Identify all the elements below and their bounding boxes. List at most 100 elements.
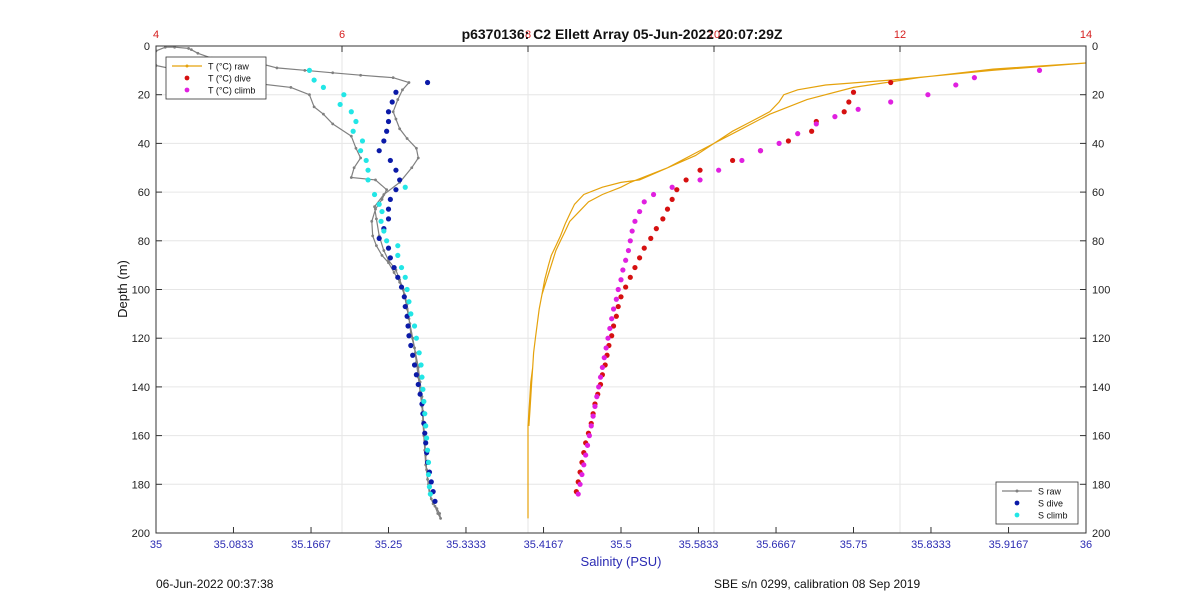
data-point — [653, 226, 659, 232]
data-point — [376, 201, 382, 207]
data-point — [359, 73, 362, 77]
data-point — [349, 176, 353, 179]
x-top-tick-label: 10 — [708, 29, 720, 41]
x-bottom-tick-label: 35.9167 — [989, 539, 1029, 551]
footer-calibration: SBE s/n 0299, calibration 08 Sep 2019 — [714, 577, 920, 591]
data-point — [416, 350, 422, 356]
data-point — [888, 79, 894, 86]
data-point — [395, 274, 401, 280]
data-point — [371, 234, 375, 238]
data-point — [610, 323, 617, 329]
data-point — [423, 423, 429, 429]
data-point — [404, 286, 410, 293]
data-point — [173, 46, 176, 49]
data-point — [432, 498, 438, 504]
axes: 35 35.0833 35.1667 35.25 35.3333 35.4167 35.5 3… — [132, 29, 1111, 551]
y-tick-label-right: 20 — [1092, 90, 1104, 102]
data-point — [426, 484, 433, 490]
data-point — [401, 88, 404, 92]
data-point — [275, 66, 279, 70]
data-point — [376, 235, 382, 241]
legend-entry-label: T (°C) climb — [208, 86, 255, 96]
data-point — [385, 188, 389, 192]
data-point — [435, 507, 439, 511]
x-bottom-tick-label: 35.1667 — [291, 539, 331, 551]
data-point — [418, 362, 424, 368]
x-top-tick-label: 8 — [525, 29, 531, 41]
data-point — [385, 118, 392, 125]
data-point — [196, 51, 200, 55]
data-point — [579, 471, 585, 478]
data-point — [599, 364, 606, 371]
data-point — [583, 452, 589, 458]
data-point — [609, 333, 615, 339]
data-point — [308, 93, 311, 97]
data-point — [664, 206, 671, 212]
grid — [156, 46, 1086, 533]
data-point — [427, 491, 433, 497]
data-point — [365, 167, 371, 173]
data-point — [416, 156, 420, 160]
data-point — [414, 351, 417, 355]
x-top-tick-label: 4 — [153, 29, 159, 41]
x-bottom-tick-label: 35.6667 — [756, 539, 796, 551]
data-point — [971, 75, 978, 81]
data-point — [610, 306, 617, 312]
data-point — [408, 342, 414, 349]
legend-temperature: T (°C) raw T (°C) dive T (°C) climb — [165, 56, 267, 100]
data-point — [415, 381, 421, 388]
data-point — [398, 264, 405, 271]
y-tick-label-right: 180 — [1092, 479, 1110, 491]
data-point — [419, 374, 425, 380]
data-point — [637, 255, 643, 261]
x-bottom-tick-label: 36 — [1080, 539, 1092, 551]
data-point — [187, 47, 190, 50]
data-point — [641, 245, 647, 251]
data-point — [393, 187, 399, 193]
data-point — [391, 264, 397, 271]
x-bottom-tick-label: 35.25 — [375, 539, 403, 551]
data-point — [385, 109, 392, 115]
y-tick-label-right: 60 — [1092, 187, 1104, 199]
data-point — [371, 191, 378, 198]
y-tick-label-left: 200 — [132, 528, 150, 540]
y-tick-label-right: 120 — [1092, 333, 1110, 345]
footer-timestamp: 06-Jun-2022 00:37:38 — [156, 577, 274, 591]
data-point — [384, 238, 390, 244]
data-point — [425, 471, 432, 478]
data-point — [953, 82, 959, 88]
series-t-c-raw — [527, 62, 1086, 519]
data-point — [385, 206, 392, 212]
data-point — [375, 217, 378, 221]
data-point — [855, 106, 861, 112]
data-point — [379, 208, 385, 215]
data-point — [629, 228, 635, 234]
data-point — [376, 148, 382, 154]
data-point — [387, 255, 393, 261]
data-point — [381, 138, 387, 144]
data-point — [382, 249, 386, 252]
data-point — [416, 366, 420, 369]
y-tick-label-left: 60 — [138, 187, 150, 199]
data-point — [603, 345, 609, 351]
data-point — [420, 386, 426, 392]
y-tick-label-left: 100 — [132, 285, 150, 297]
plot-series — [156, 46, 1086, 520]
data-point — [632, 264, 638, 271]
data-point — [627, 238, 633, 244]
data-point — [627, 274, 633, 280]
data-point — [411, 323, 418, 329]
data-point — [303, 68, 307, 72]
data-point — [405, 137, 409, 140]
data-point — [623, 284, 629, 290]
data-point — [358, 148, 364, 154]
data-point — [428, 479, 434, 485]
data-point — [669, 196, 675, 203]
data-point — [350, 128, 356, 134]
data-point — [354, 146, 358, 150]
data-point — [716, 167, 722, 173]
data-point — [623, 257, 629, 263]
y-axis-label: Depth (m) — [115, 260, 130, 318]
data-point — [410, 352, 416, 358]
